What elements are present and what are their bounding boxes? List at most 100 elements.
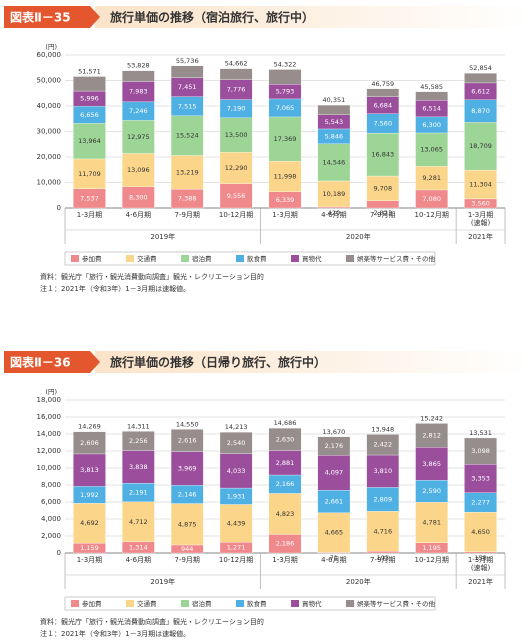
value-label: 1,159 (80, 544, 99, 552)
y-tick-label: 0 (57, 549, 61, 557)
legend-swatch (181, 255, 189, 262)
value-label: 17,369 (274, 135, 297, 143)
x-tick-label-box: 4-6月期 (125, 211, 152, 219)
value-label: 2,881 (276, 459, 295, 467)
value-label: 3,838 (129, 463, 148, 471)
bar-segment (317, 512, 351, 553)
legend-label: 交通費 (137, 599, 157, 608)
y-tick-label: 10,000 (37, 464, 62, 472)
x-tick-label-box: 7-9月期 (370, 556, 395, 564)
value-label: 7,388 (178, 195, 197, 203)
y-tick-label: 50,000 (37, 77, 62, 85)
y-tick-label: 4,000 (41, 515, 61, 523)
y-unit: (円) (45, 388, 57, 396)
value-label: 2,191 (129, 488, 148, 496)
bar-segment (415, 423, 448, 448)
bar-segment (122, 153, 155, 187)
x-tick-label-box: 1-3月期 (速報) (467, 556, 494, 572)
bar-segment (464, 511, 497, 552)
group-label: 2019年 (150, 232, 175, 241)
bar-segment (219, 183, 253, 209)
bar-segment (170, 115, 204, 156)
legend-label: 娯楽等サービス費・その他 (357, 599, 436, 608)
legend-label: 買物代 (302, 254, 322, 263)
value-label: 2,616 (178, 436, 197, 444)
total-label: 54,322 (274, 60, 297, 68)
x-tick-label: 1-3月期 (272, 556, 298, 564)
value-label: 7,080 (422, 195, 441, 203)
legend-swatch (236, 600, 244, 607)
total-label: 40,351 (323, 96, 346, 104)
bar-segment (366, 551, 400, 554)
bar-segment (219, 432, 253, 454)
bar-segment (268, 161, 302, 192)
total-label: 14,550 (176, 420, 199, 428)
value-label: 7,065 (276, 104, 295, 112)
bar-segment (219, 152, 253, 184)
value-label: 7,451 (178, 83, 197, 91)
value-label: 14,546 (323, 158, 346, 166)
bar-segment (317, 436, 351, 456)
value-label: 6,684 (373, 101, 392, 109)
y-tick-label: 2,000 (41, 532, 61, 540)
legend-label: 宿泊費 (192, 254, 212, 263)
value-label: 4,781 (422, 519, 441, 527)
value-label: 9,556 (227, 192, 246, 200)
bar-segment (73, 453, 106, 487)
legend-swatch (181, 600, 189, 607)
value-label: 4,692 (80, 519, 99, 527)
value-label: 3,810 (373, 467, 392, 475)
group-label: 2021年 (468, 232, 493, 241)
bar-segment (464, 73, 497, 84)
x-tick-label: 7-9月期 (174, 211, 200, 219)
value-label: 420 (328, 209, 340, 217)
value-label: 2,277 (471, 498, 490, 506)
total-label: 14,269 (78, 423, 101, 431)
bar-segment (73, 76, 106, 92)
bar-segment (219, 504, 253, 543)
value-label: 2,540 (227, 439, 246, 447)
x-tick-label: 1-3月期 (速報) (467, 556, 494, 572)
value-label: 2,809 (373, 495, 392, 503)
value-label: 13,219 (176, 168, 199, 176)
group-label: 2021年 (468, 577, 493, 586)
legend-box (64, 251, 436, 266)
value-label: 15,524 (176, 132, 199, 140)
bar-segment (73, 158, 106, 189)
value-label: 2,256 (129, 437, 148, 445)
y-tick-label: 16,000 (37, 413, 62, 421)
bar-segment (415, 447, 448, 481)
value-label: 11,709 (78, 170, 101, 178)
bar-segment (268, 69, 302, 85)
value-label: 2,661 (325, 497, 344, 505)
value-label: 5,996 (80, 95, 99, 103)
value-label: 3,969 (178, 464, 197, 472)
value-label: 3,813 (80, 466, 99, 474)
bar-segment (415, 502, 448, 543)
value-label: 16,843 (371, 151, 394, 159)
value-label: 7,537 (80, 194, 99, 202)
value-label: 3,560 (471, 199, 490, 207)
legend-box (64, 596, 436, 611)
bar-segment (73, 431, 106, 455)
x-tick-label-box: 10-12月期 (219, 556, 253, 564)
value-label: 3,865 (422, 460, 441, 468)
legend-swatch (71, 600, 79, 607)
x-tick-label: 4-6月期 (321, 211, 347, 219)
bar-segment (170, 451, 204, 486)
value-label: 2,176 (325, 442, 344, 450)
value-label: 13,500 (225, 131, 248, 139)
group-label: 2020年 (346, 577, 371, 586)
x-tick-label-box: 4-6月期 (125, 556, 152, 564)
bar-segment (366, 132, 400, 177)
value-label: 3,098 (471, 447, 490, 455)
value-label: 2,422 (373, 441, 392, 449)
value-label: 11,304 (469, 181, 492, 189)
x-tick-label: 4-6月期 (125, 556, 152, 564)
value-label: 2,606 (80, 439, 99, 447)
x-tick-label: 4-6月期 (125, 211, 152, 219)
value-label: 6,612 (471, 87, 490, 95)
value-label: 18,709 (469, 142, 492, 150)
value-label: 7,246 (129, 107, 148, 115)
x-tick-label-box: 1-3月期 (272, 556, 298, 564)
